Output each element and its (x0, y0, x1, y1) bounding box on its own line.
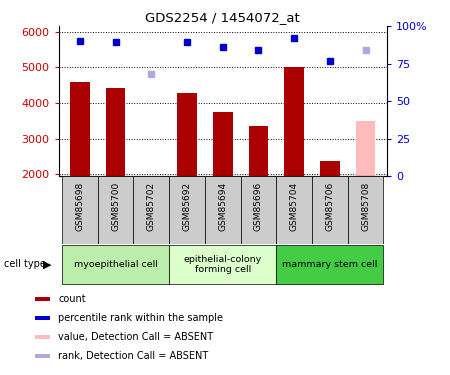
Text: GSM85696: GSM85696 (254, 182, 263, 231)
Bar (70, 82, 90, 176)
Text: GSM85706: GSM85706 (325, 182, 334, 231)
Bar (106, 88, 126, 176)
Text: ▶: ▶ (43, 260, 51, 269)
Bar (35, 316, 50, 320)
Text: percentile rank within the sample: percentile rank within the sample (58, 313, 223, 323)
Bar (35, 354, 50, 358)
Text: GSM85702: GSM85702 (147, 182, 156, 231)
Bar (177, 93, 197, 176)
Text: mammary stem cell: mammary stem cell (282, 260, 378, 269)
Bar (348, 176, 383, 244)
Title: GDS2254 / 1454072_at: GDS2254 / 1454072_at (145, 11, 300, 24)
Bar (169, 244, 276, 284)
Bar (276, 244, 383, 284)
Text: cell type: cell type (4, 260, 46, 269)
Text: GSM85708: GSM85708 (361, 182, 370, 231)
Bar (284, 68, 304, 176)
Bar (356, 121, 375, 176)
Text: GSM85694: GSM85694 (218, 182, 227, 231)
Bar (276, 176, 312, 244)
Bar (134, 176, 169, 244)
Bar (169, 176, 205, 244)
Bar (249, 126, 268, 176)
Bar (320, 161, 340, 176)
Text: GSM85700: GSM85700 (111, 182, 120, 231)
Bar (62, 176, 98, 244)
Text: GSM85698: GSM85698 (76, 182, 85, 231)
Bar (241, 176, 276, 244)
Bar (213, 112, 233, 176)
Text: value, Detection Call = ABSENT: value, Detection Call = ABSENT (58, 332, 213, 342)
Text: epithelial-colony
forming cell: epithelial-colony forming cell (184, 255, 262, 274)
Text: myoepithelial cell: myoepithelial cell (74, 260, 158, 269)
Text: GSM85704: GSM85704 (290, 182, 299, 231)
Bar (62, 244, 169, 284)
Bar (35, 335, 50, 339)
Bar (35, 297, 50, 301)
Text: count: count (58, 294, 86, 304)
Bar (98, 176, 134, 244)
Bar (312, 176, 348, 244)
Text: GSM85692: GSM85692 (183, 182, 192, 231)
Bar (205, 176, 241, 244)
Text: rank, Detection Call = ABSENT: rank, Detection Call = ABSENT (58, 351, 208, 361)
